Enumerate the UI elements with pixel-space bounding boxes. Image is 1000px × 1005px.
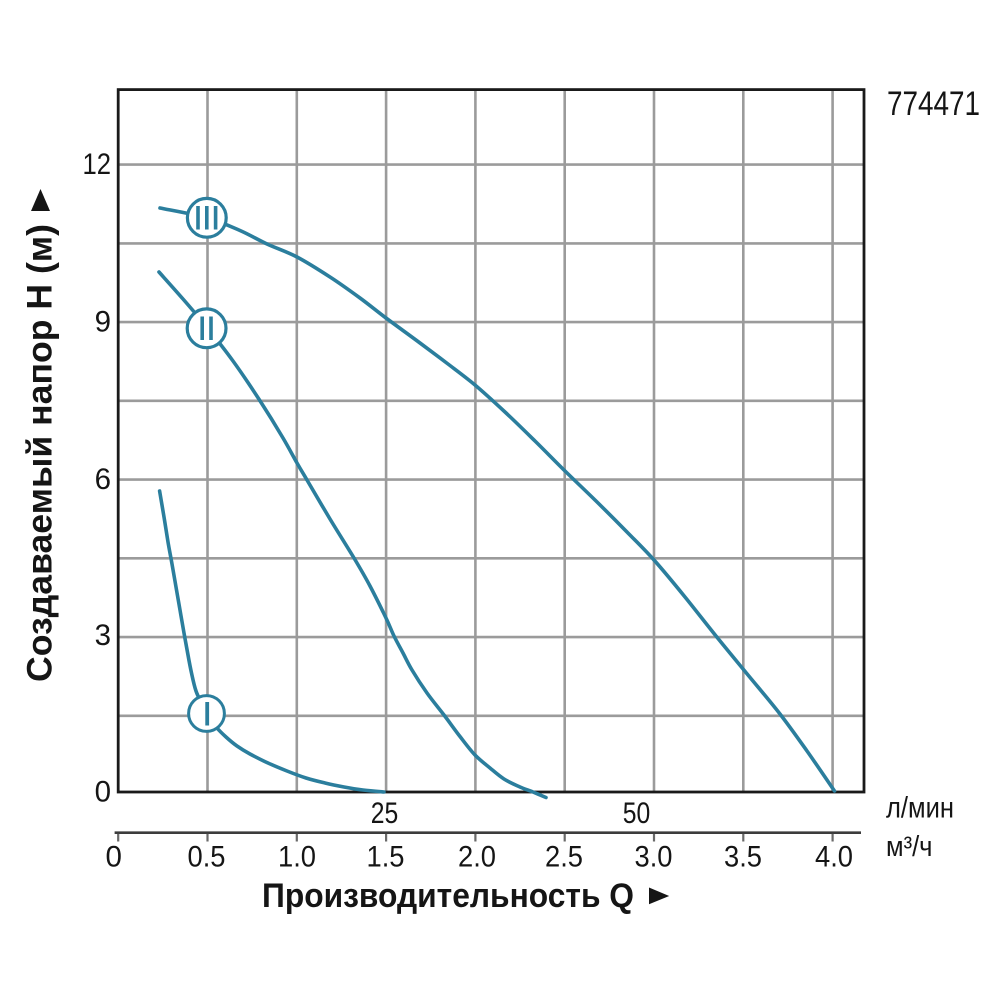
svg-text:Создаваемый напор H (м): Создаваемый напор H (м) <box>21 224 60 682</box>
svg-text:6: 6 <box>95 463 111 496</box>
svg-text:л/мин: л/мин <box>886 792 954 825</box>
svg-text:3.0: 3.0 <box>635 841 673 874</box>
svg-text:774471: 774471 <box>887 85 980 123</box>
svg-text:1.5: 1.5 <box>367 841 405 874</box>
svg-text:12: 12 <box>83 148 112 181</box>
svg-text:1.0: 1.0 <box>278 841 316 874</box>
svg-text:3.5: 3.5 <box>724 841 762 874</box>
svg-text:4.0: 4.0 <box>815 841 853 874</box>
svg-text:0: 0 <box>105 841 121 874</box>
svg-text:9: 9 <box>95 305 111 338</box>
svg-text:0.5: 0.5 <box>188 841 226 874</box>
svg-text:2.5: 2.5 <box>545 841 583 874</box>
svg-text:3: 3 <box>95 619 111 652</box>
svg-text:0: 0 <box>95 775 111 808</box>
svg-text:м³/ч: м³/ч <box>886 831 933 863</box>
svg-text:25: 25 <box>371 797 399 830</box>
svg-text:2.0: 2.0 <box>458 841 496 874</box>
svg-text:50: 50 <box>623 797 651 830</box>
svg-text:Производительность Q: Производительность Q <box>262 877 634 915</box>
